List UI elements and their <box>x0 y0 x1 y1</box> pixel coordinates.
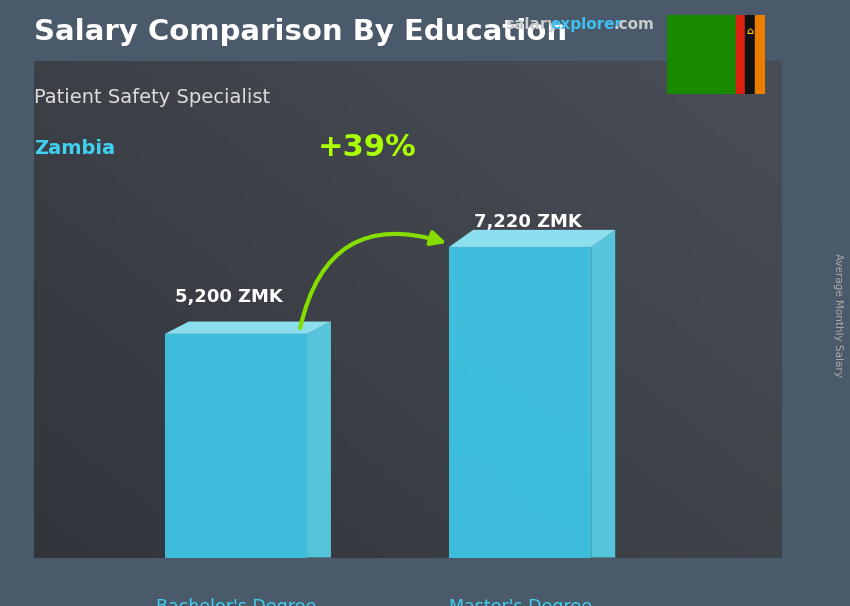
Text: 5,200 ZMK: 5,200 ZMK <box>174 288 282 306</box>
Text: .com: .com <box>614 17 654 32</box>
Polygon shape <box>592 230 615 558</box>
Text: Average Monthly Salary: Average Monthly Salary <box>833 253 843 377</box>
Text: salary: salary <box>506 17 558 32</box>
Text: Bachelor's Degree: Bachelor's Degree <box>156 598 316 606</box>
Polygon shape <box>165 334 307 558</box>
Text: explorer: explorer <box>551 17 623 32</box>
Text: ⌂: ⌂ <box>747 26 754 36</box>
Text: +39%: +39% <box>318 133 416 162</box>
Polygon shape <box>449 230 615 247</box>
Text: 7,220 ZMK: 7,220 ZMK <box>473 213 581 231</box>
Bar <box>755 15 765 94</box>
Polygon shape <box>307 322 331 558</box>
Text: Master's Degree: Master's Degree <box>449 598 592 606</box>
Polygon shape <box>449 247 592 558</box>
Bar <box>735 15 745 94</box>
Polygon shape <box>165 322 331 334</box>
Bar <box>745 15 755 94</box>
Text: Zambia: Zambia <box>34 139 115 158</box>
Text: Patient Safety Specialist: Patient Safety Specialist <box>34 88 270 107</box>
Text: Salary Comparison By Education: Salary Comparison By Education <box>34 18 567 46</box>
